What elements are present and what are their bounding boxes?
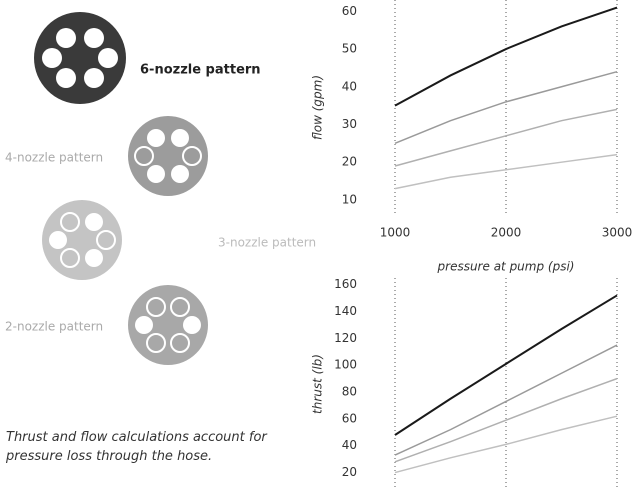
y-tick-label: 140 (334, 304, 357, 318)
y-tick-label: 100 (334, 358, 357, 372)
y-tick-label: 80 (342, 385, 357, 399)
series-line (394, 6, 618, 107)
y-axis-label: thrust (lb) (311, 354, 325, 414)
x-tick-label: 2000 (491, 226, 522, 240)
series-line (394, 377, 618, 463)
nozzle-4 (128, 116, 208, 196)
pattern-label: 4-nozzle pattern (5, 151, 103, 165)
y-tick-label: 30 (342, 117, 357, 131)
nozzle-6 (34, 12, 126, 104)
y-tick-label: 20 (342, 155, 357, 169)
x-axis-label: pressure at pump (psi) (437, 260, 575, 274)
y-tick-label: 40 (342, 79, 357, 93)
y-tick-label: 50 (342, 42, 357, 56)
series-line (394, 70, 618, 145)
series-line (394, 108, 618, 167)
y-tick-label: 160 (334, 277, 357, 291)
pattern-label: 2-nozzle pattern (5, 320, 103, 334)
y-tick-label: 60 (342, 4, 357, 18)
y-tick-label: 120 (334, 331, 357, 345)
y-tick-label: 10 (342, 192, 357, 206)
series-line (394, 294, 618, 436)
nozzle-2 (128, 285, 208, 365)
series-line (394, 415, 618, 474)
y-tick-label: 20 (342, 465, 357, 479)
pattern-label: 3-nozzle pattern (218, 236, 316, 250)
caption: Thrust and flow calculations account for… (6, 430, 267, 464)
x-tick-label: 1000 (380, 226, 411, 240)
series-line (394, 153, 618, 190)
y-axis-label: flow (gpm) (311, 75, 325, 140)
y-tick-label: 60 (342, 411, 357, 425)
series-line (394, 344, 618, 456)
x-tick-label: 3000 (602, 226, 633, 240)
nozzle-3 (42, 200, 122, 280)
pattern-label: 6-nozzle pattern (140, 63, 261, 78)
y-tick-label: 40 (342, 438, 357, 452)
